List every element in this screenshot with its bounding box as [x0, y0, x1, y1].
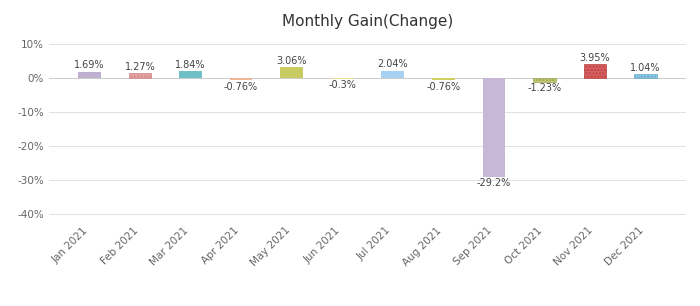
Text: 2.04%: 2.04% — [377, 59, 408, 69]
Text: 1.84%: 1.84% — [175, 60, 206, 70]
Text: 1.27%: 1.27% — [125, 62, 155, 72]
Bar — [382, 71, 404, 77]
Bar — [280, 67, 303, 77]
Bar — [230, 77, 253, 80]
Bar — [634, 74, 657, 77]
Text: 3.06%: 3.06% — [276, 56, 307, 66]
Bar — [533, 77, 556, 82]
Bar — [129, 73, 151, 77]
Bar — [584, 64, 606, 77]
Text: -0.76%: -0.76% — [224, 82, 258, 92]
Text: 1.69%: 1.69% — [74, 60, 104, 70]
Bar — [482, 77, 505, 177]
Text: -29.2%: -29.2% — [477, 178, 511, 188]
Text: -1.23%: -1.23% — [528, 84, 561, 93]
Bar — [179, 71, 202, 77]
Text: -0.3%: -0.3% — [328, 80, 356, 90]
Text: -0.76%: -0.76% — [426, 82, 461, 92]
Bar — [78, 72, 101, 77]
Bar — [331, 77, 354, 79]
Title: Monthly Gain(Change): Monthly Gain(Change) — [282, 13, 453, 28]
Bar — [432, 77, 455, 80]
Text: 3.95%: 3.95% — [580, 53, 610, 63]
Text: 1.04%: 1.04% — [631, 63, 661, 73]
